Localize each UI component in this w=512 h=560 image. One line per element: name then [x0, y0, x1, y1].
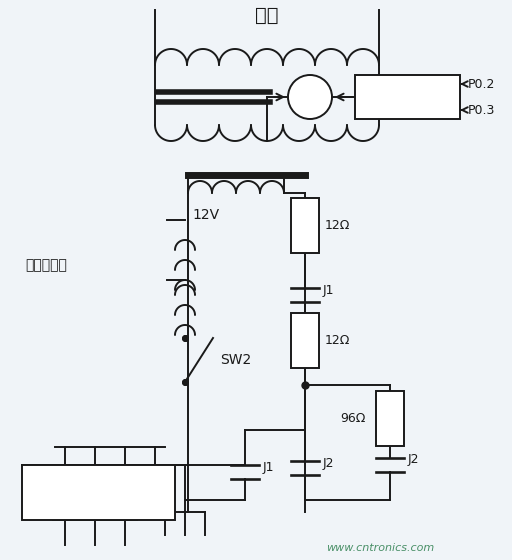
Text: J2: J2 [323, 456, 334, 469]
Bar [291, 198, 319, 253]
Text: 漏电保护器: 漏电保护器 [77, 486, 119, 500]
Text: 电流互感器: 电流互感器 [25, 258, 67, 272]
Text: J2: J2 [408, 454, 419, 466]
Text: SW2: SW2 [220, 353, 251, 367]
Text: 12Ω: 12Ω [325, 334, 350, 347]
Bar [355, 75, 460, 119]
Text: www.cntronics.com: www.cntronics.com [326, 543, 434, 553]
Text: J1: J1 [263, 460, 274, 474]
Text: 96Ω: 96Ω [340, 412, 366, 424]
Bar [22, 465, 175, 520]
Text: 电源: 电源 [255, 6, 279, 25]
Circle shape [288, 75, 332, 119]
Text: P0.3: P0.3 [468, 104, 496, 116]
Text: M: M [303, 90, 317, 104]
Text: P0.2: P0.2 [468, 77, 496, 91]
Bar [291, 312, 319, 367]
Text: 伺服驱动: 伺服驱动 [389, 90, 426, 105]
Bar [376, 390, 404, 446]
Text: 12V: 12V [192, 208, 219, 222]
Text: 12Ω: 12Ω [325, 218, 350, 231]
Text: J1: J1 [323, 283, 334, 296]
